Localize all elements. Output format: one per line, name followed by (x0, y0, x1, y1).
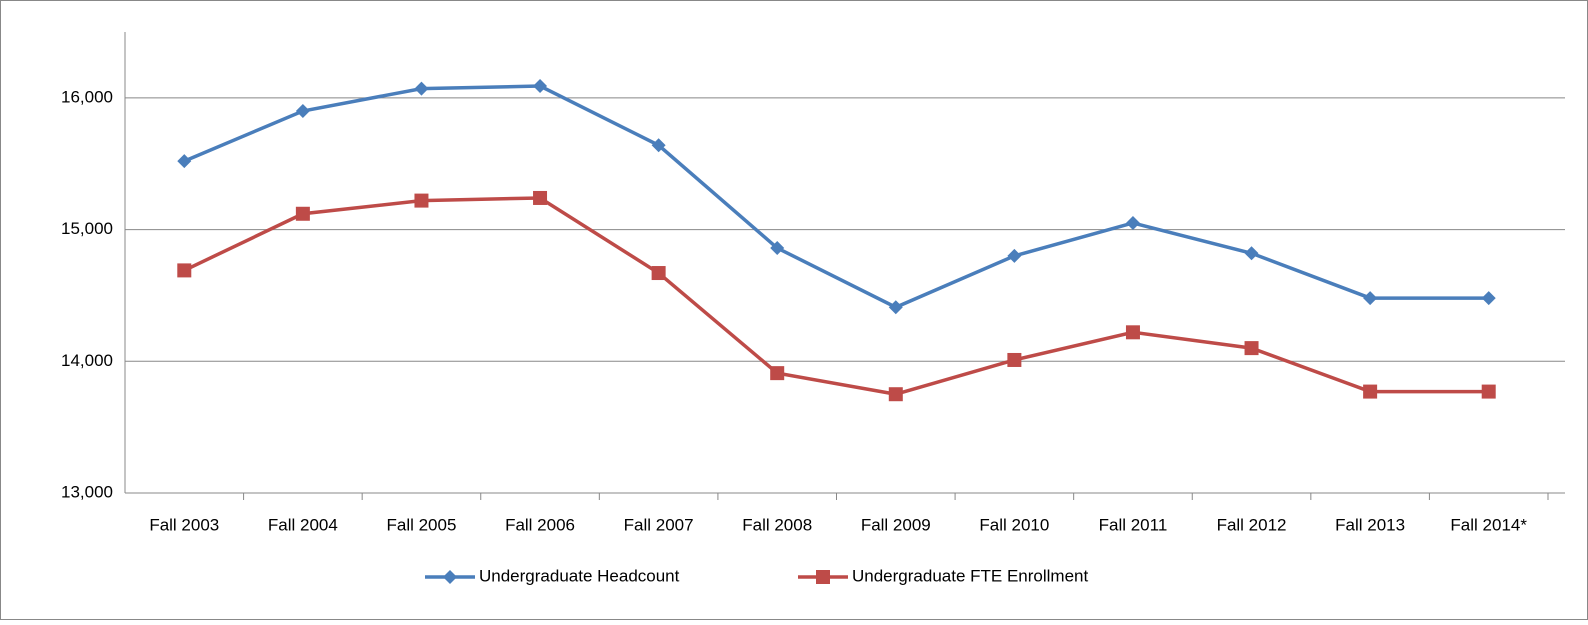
data-point (1244, 341, 1259, 356)
data-point (770, 241, 785, 256)
x-tick-label: Fall 2011 (1099, 515, 1168, 534)
legend-marker (443, 570, 457, 584)
data-point (533, 190, 548, 205)
legend-marker (816, 570, 830, 584)
y-tick-label: 13,000 (61, 482, 113, 501)
data-point (1125, 325, 1140, 340)
data-point (1007, 352, 1022, 367)
data-point (651, 266, 666, 281)
x-tick-label: Fall 2012 (1217, 515, 1287, 534)
data-point (177, 263, 192, 278)
x-tick-label: Fall 2010 (979, 515, 1049, 534)
x-tick-label: Fall 2007 (624, 515, 694, 534)
data-point (1481, 291, 1496, 306)
data-point (770, 366, 785, 381)
data-point (414, 81, 429, 96)
data-point (1007, 248, 1022, 263)
x-tick-label: Fall 2014* (1450, 515, 1527, 534)
data-point (295, 104, 310, 119)
x-tick-label: Fall 2005 (386, 515, 456, 534)
data-point (888, 387, 903, 402)
data-point (888, 300, 903, 315)
data-point (1244, 246, 1259, 261)
y-tick-label: 16,000 (61, 87, 113, 106)
data-point (414, 193, 429, 208)
x-tick-label: Fall 2003 (149, 515, 219, 534)
x-tick-label: Fall 2008 (742, 515, 812, 534)
legend-label: Undergraduate FTE Enrollment (852, 566, 1089, 585)
data-point (1363, 291, 1378, 306)
x-tick-label: Fall 2009 (861, 515, 931, 534)
y-tick-label: 15,000 (61, 219, 113, 238)
data-point (1125, 215, 1140, 230)
x-tick-label: Fall 2006 (505, 515, 575, 534)
x-tick-label: Fall 2004 (268, 515, 338, 534)
data-point (1363, 384, 1378, 399)
data-point (177, 154, 192, 169)
series-line (183, 196, 1489, 397)
data-point (651, 138, 666, 153)
legend-label: Undergraduate Headcount (479, 566, 680, 585)
data-point (1481, 384, 1496, 399)
y-tick-label: 14,000 (61, 351, 113, 370)
series-line (183, 84, 1489, 310)
x-tick-label: Fall 2013 (1335, 515, 1405, 534)
data-point (533, 79, 548, 94)
data-point (295, 206, 310, 221)
